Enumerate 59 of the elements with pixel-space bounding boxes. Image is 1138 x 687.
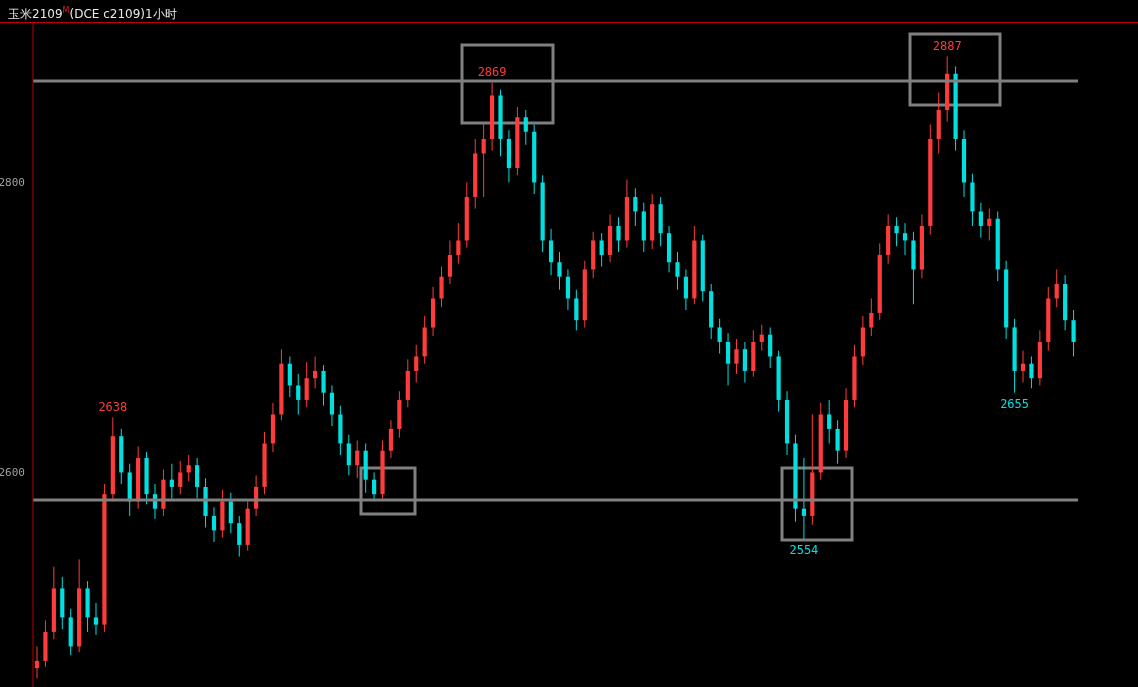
- y-tick-label: 2600: [0, 466, 25, 480]
- annotation: 2887: [932, 39, 962, 54]
- candlestick: [768, 326, 773, 369]
- chart-title: 玉米2109$^{M}$(DCE c2109)1小时: [0, 0, 1138, 23]
- candlestick: [683, 268, 689, 311]
- candlestick: [599, 232, 604, 268]
- candlestick: [481, 121, 486, 198]
- candlestick: [211, 506, 217, 543]
- candlestick: [304, 361, 309, 408]
- annotation: 2655: [1000, 396, 1030, 411]
- candlestick: [987, 208, 992, 241]
- candlestick: [287, 355, 292, 398]
- annotation: 2869: [477, 65, 507, 80]
- candlestick: [827, 399, 832, 444]
- candlestick: [1071, 309, 1076, 357]
- candlestick: [894, 216, 899, 247]
- candlestick: [902, 222, 908, 256]
- candlestick: [759, 324, 764, 352]
- candlestick: [742, 341, 747, 384]
- candlestick: [616, 216, 621, 253]
- y-tick-label: 2800: [0, 176, 25, 190]
- candlestick: [186, 454, 191, 482]
- candlestick: [439, 266, 444, 308]
- candlestick: [34, 645, 40, 679]
- candlestick: [329, 384, 335, 427]
- candlestick: [978, 202, 983, 239]
- candlestick: [565, 268, 571, 311]
- candlestick: [313, 355, 318, 389]
- candlestick: [228, 492, 233, 534]
- candlestick: [1029, 355, 1034, 389]
- candlestick: [456, 222, 461, 265]
- candlestick: [717, 318, 722, 355]
- annotation: 2638: [98, 400, 128, 415]
- candlestick: [178, 460, 183, 495]
- candlestick: [675, 251, 680, 291]
- candlestick: [523, 109, 528, 146]
- candlestick: [801, 457, 806, 540]
- candlestick: [574, 289, 579, 331]
- candlestick: [725, 332, 731, 386]
- candlestick: [169, 463, 174, 500]
- candlestick: [447, 239, 453, 285]
- candlestick: [1054, 268, 1059, 308]
- candlestick: [296, 373, 301, 415]
- candlestick: [734, 338, 739, 375]
- candlestick: [237, 515, 242, 558]
- candlestick: [414, 344, 419, 384]
- candlestick: [835, 419, 840, 465]
- annotation: 2554: [789, 543, 819, 558]
- candlestick: [346, 434, 351, 476]
- candlestick: [633, 187, 638, 227]
- candlestick: [557, 251, 562, 291]
- candlestick: [388, 419, 394, 459]
- candlestick: [1020, 350, 1026, 384]
- candlestick: [869, 297, 874, 337]
- candlestick: [355, 440, 360, 479]
- candlestick: [321, 364, 326, 407]
- candlestick: [548, 228, 554, 276]
- candlestick: [93, 602, 99, 636]
- candlestick: [195, 457, 200, 500]
